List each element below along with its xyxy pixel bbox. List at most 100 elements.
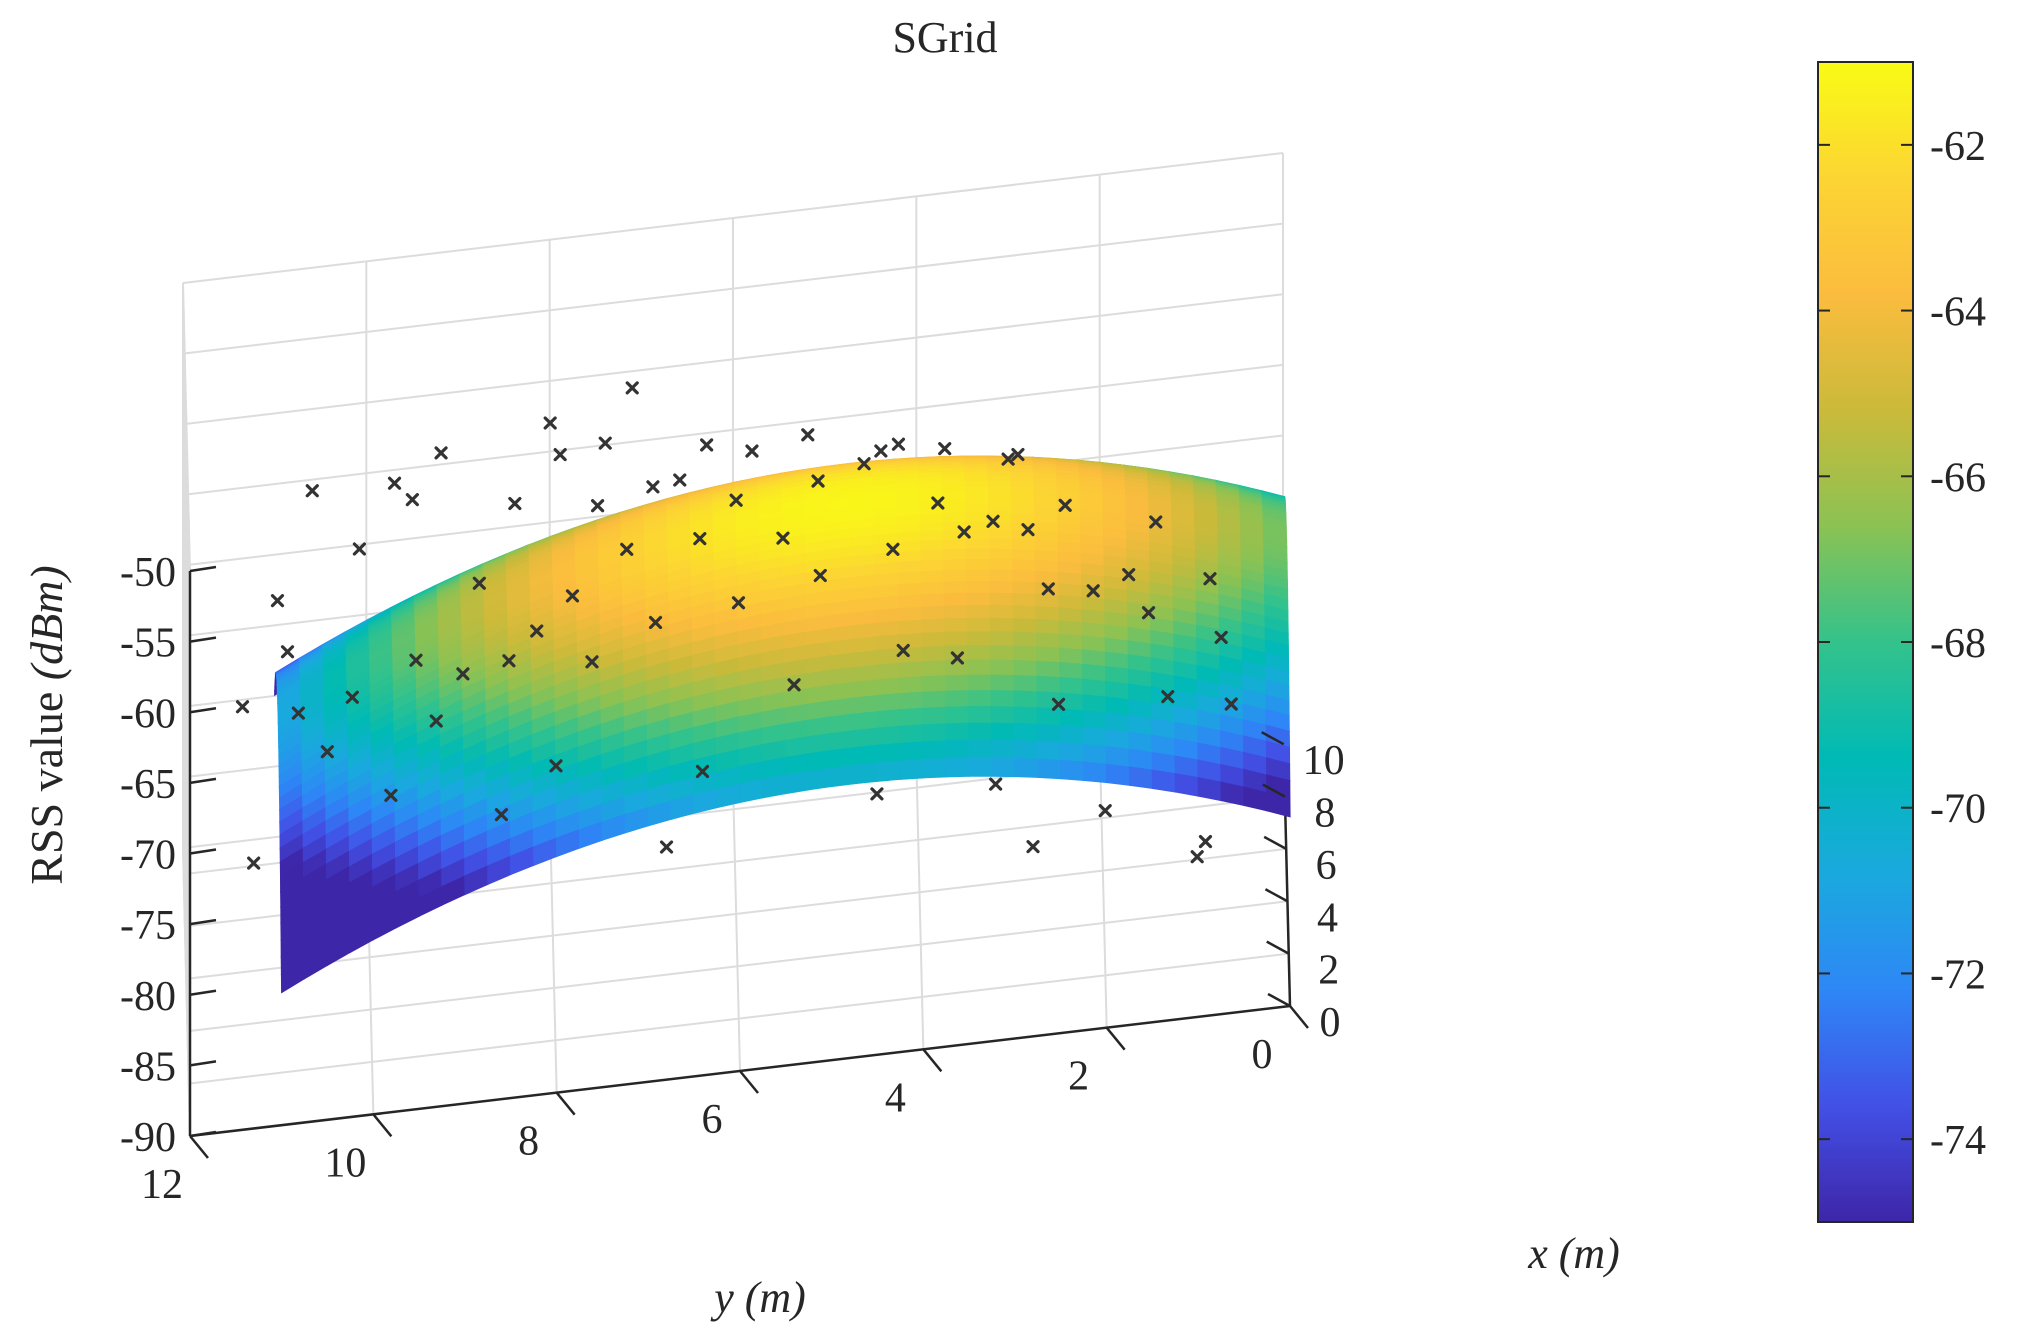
measurement-marker <box>801 428 815 442</box>
measurement-marker <box>776 531 790 545</box>
z-tick-label: -50 <box>120 550 176 596</box>
surface-patch <box>942 498 967 508</box>
surface-patch <box>1197 777 1222 802</box>
surface-patch <box>968 722 993 742</box>
surface-patch <box>875 677 901 697</box>
colorbar-tick-label: -70 <box>1930 787 1986 833</box>
surface-patch <box>899 758 924 780</box>
measurement-marker <box>745 444 759 458</box>
surface-patch <box>966 580 991 595</box>
measurement-marker <box>591 499 605 513</box>
measurement-marker <box>731 596 746 610</box>
surface-patch <box>1011 539 1037 552</box>
surface-patch <box>920 570 945 584</box>
surface-patch <box>945 757 970 778</box>
surface-patch <box>966 617 992 633</box>
surface-patch <box>988 529 1013 541</box>
surface-patch <box>1013 674 1038 693</box>
surface-patch <box>1034 549 1060 563</box>
surface-patch <box>1151 769 1177 793</box>
surface-patch <box>876 742 901 764</box>
y-tick-label: 6 <box>702 1097 723 1143</box>
measurement-marker <box>646 480 660 494</box>
surface-patch <box>1011 513 1036 524</box>
surface-patch <box>875 648 900 666</box>
surface-patch <box>944 631 969 648</box>
measurement-marker <box>508 496 522 511</box>
surface-patch <box>966 569 991 583</box>
grid-line <box>188 952 1289 1085</box>
measurement-marker <box>874 444 888 458</box>
z-tick-mark <box>189 707 217 714</box>
measurement-marker <box>247 856 261 870</box>
surface-patch <box>966 605 992 620</box>
x-axis-label: x (m) <box>1527 1229 1620 1278</box>
surface-patch <box>944 659 969 677</box>
surface-patch <box>1058 620 1083 637</box>
measurement-marker <box>986 514 1000 528</box>
measurement-marker <box>352 542 366 556</box>
surface-patch <box>898 632 923 650</box>
x-tick-label: 6 <box>1316 843 1337 889</box>
surface-patch <box>943 548 968 561</box>
surface-patch <box>785 770 810 795</box>
surface-patch <box>965 539 991 551</box>
surface-patch <box>920 549 945 562</box>
surface-patch <box>965 548 991 561</box>
surface-patch <box>965 498 990 508</box>
surface-patch <box>1036 707 1062 727</box>
y-axis-label-text: y <box>710 1273 734 1322</box>
surface-patch <box>990 690 1016 708</box>
axis-tick-labels: -50-55-60-65-70-75-80-85-900246810120246… <box>120 550 1345 1208</box>
measurement-marker <box>549 759 563 773</box>
surface-patch <box>989 592 1014 607</box>
surface-patch <box>830 730 855 752</box>
surface-patch <box>1037 758 1062 780</box>
surface-patch <box>944 690 970 709</box>
y-tick-label: 2 <box>1068 1054 1089 1100</box>
measurement-marker <box>1011 447 1025 462</box>
measurement-marker <box>891 437 906 451</box>
surface-patch <box>989 605 1015 620</box>
surface-patch <box>1105 763 1131 786</box>
surface-patch <box>964 480 989 488</box>
surface-patch <box>875 620 900 638</box>
surface-patch <box>853 695 878 715</box>
surface-patch <box>942 505 967 516</box>
surface-patch <box>921 660 946 678</box>
measurement-marker <box>502 654 516 668</box>
surface-patch <box>964 486 990 494</box>
measurement-marker <box>456 667 470 681</box>
surface-patch <box>1013 690 1038 709</box>
measurement-marker <box>870 787 884 801</box>
surface-patch <box>1058 633 1084 651</box>
surface-patch <box>990 631 1015 647</box>
measurement-marker <box>291 706 305 720</box>
surface-patch <box>1011 559 1037 573</box>
surface-patch <box>1012 581 1037 596</box>
surface-patch <box>1059 725 1085 746</box>
measurement-marker <box>813 568 827 583</box>
x-tick-label: 0 <box>1320 1000 1341 1046</box>
surface-patch <box>943 569 968 583</box>
surface-patch <box>1013 706 1039 726</box>
surface-patch <box>921 645 946 663</box>
surface-patch <box>965 505 990 515</box>
surface-patch <box>942 513 967 524</box>
z-tick-mark <box>189 636 217 643</box>
measurement-marker <box>472 576 486 590</box>
surface-patch <box>968 757 993 777</box>
measurement-marker <box>1026 840 1040 854</box>
x-tick-label: 4 <box>1317 895 1338 941</box>
y-tick-label: 10 <box>324 1140 366 1186</box>
surface-patch <box>921 631 946 649</box>
surface-patch <box>1082 694 1107 714</box>
surface-patch <box>1035 646 1061 664</box>
measurement-marker <box>565 589 580 603</box>
surface-patch <box>942 539 968 551</box>
measurement-marker <box>896 643 910 658</box>
surface-patch <box>1105 746 1131 768</box>
surface-patch <box>921 675 947 693</box>
y-tick-mark <box>922 1048 943 1073</box>
measurement-marker <box>494 808 509 822</box>
